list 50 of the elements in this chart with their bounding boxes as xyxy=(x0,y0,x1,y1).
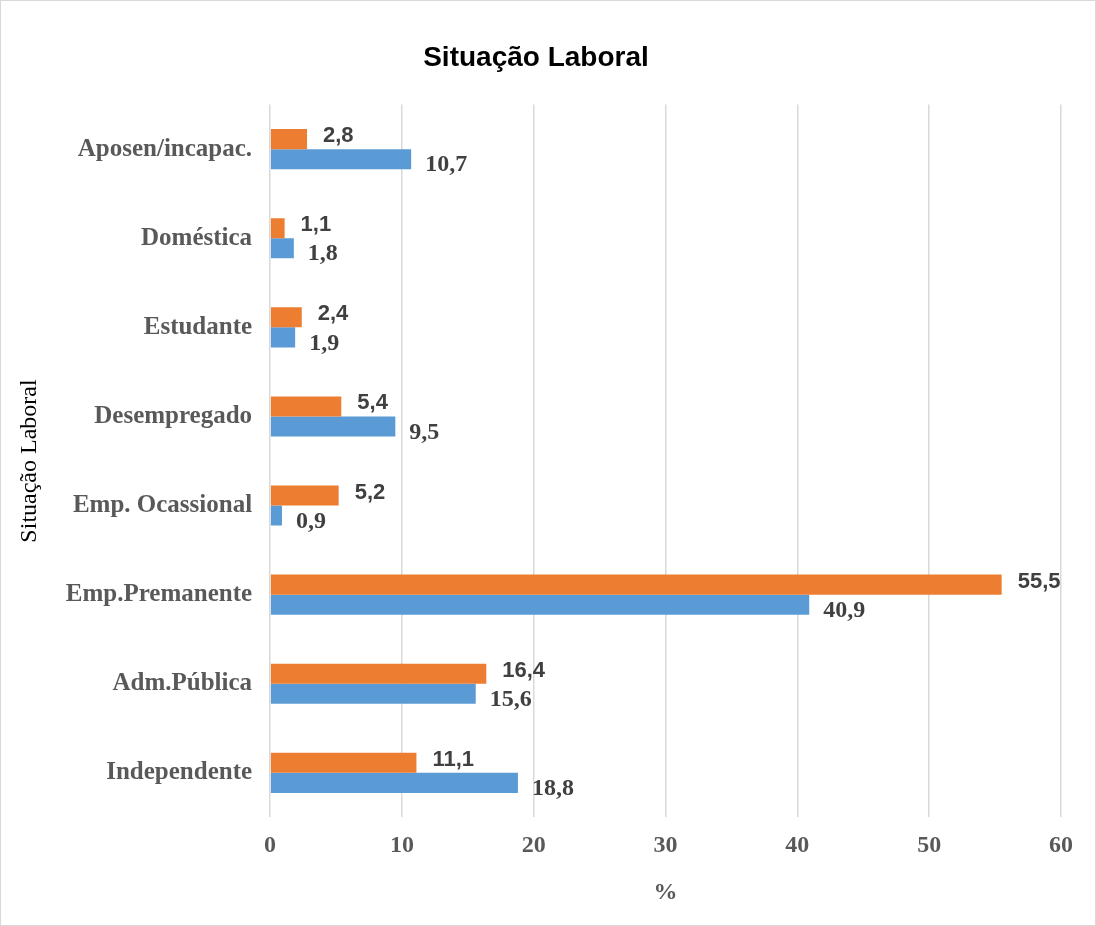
data-label: 1,9 xyxy=(309,328,340,355)
x-tick-label: 20 xyxy=(521,831,546,857)
data-label: 1,8 xyxy=(307,239,338,266)
bar xyxy=(270,594,810,615)
data-label: 55,5 xyxy=(1017,567,1061,593)
bar xyxy=(270,238,294,259)
y-tick-label: Independente xyxy=(106,757,253,785)
bar xyxy=(270,505,282,526)
x-axis-title: % xyxy=(653,877,678,904)
bar xyxy=(270,772,518,793)
x-tick-label: 10 xyxy=(389,831,414,857)
data-label: 16,4 xyxy=(502,656,546,682)
bar xyxy=(270,218,285,239)
bar xyxy=(270,129,308,150)
data-label: 0,9 xyxy=(295,506,326,533)
bar xyxy=(270,327,296,348)
data-label: 10,7 xyxy=(425,150,468,177)
chart-title: Situação Laboral xyxy=(423,40,649,72)
data-label: 40,9 xyxy=(823,595,866,622)
bar xyxy=(270,574,1002,595)
data-label: 15,6 xyxy=(489,684,532,711)
bar xyxy=(270,752,417,773)
x-tick-label: 60 xyxy=(1049,831,1073,857)
bar xyxy=(270,416,396,437)
y-tick-label: Desempregado xyxy=(94,400,253,428)
data-label: 5,2 xyxy=(354,478,386,504)
data-label: 9,5 xyxy=(409,417,440,444)
y-tick-label: Aposen/incapac. xyxy=(77,133,253,161)
bar xyxy=(270,663,487,684)
bar xyxy=(270,307,302,328)
x-tick-label: 0 xyxy=(264,831,277,857)
bar xyxy=(270,683,476,704)
data-label: 2,8 xyxy=(323,122,354,148)
y-tick-label: Estudante xyxy=(143,311,253,339)
bar xyxy=(270,149,412,170)
x-tick-label: 40 xyxy=(785,831,810,857)
y-tick-label: Emp.Premanente xyxy=(65,579,253,607)
y-tick-label: Adm.Pública xyxy=(112,668,253,696)
x-tick-label: 50 xyxy=(917,831,942,857)
data-label: 1,1 xyxy=(300,211,332,237)
bar xyxy=(270,485,339,506)
x-tick-label: 30 xyxy=(653,831,678,857)
data-label: 2,4 xyxy=(317,300,350,326)
y-tick-label: Emp. Ocassional xyxy=(72,490,253,517)
data-label: 18,8 xyxy=(531,774,574,801)
data-label: 11,1 xyxy=(432,745,475,771)
bar xyxy=(270,396,342,417)
y-tick-label: Doméstica xyxy=(141,222,253,250)
y-axis-title: Situação Laboral xyxy=(14,379,41,543)
data-label: 5,4 xyxy=(357,389,389,415)
